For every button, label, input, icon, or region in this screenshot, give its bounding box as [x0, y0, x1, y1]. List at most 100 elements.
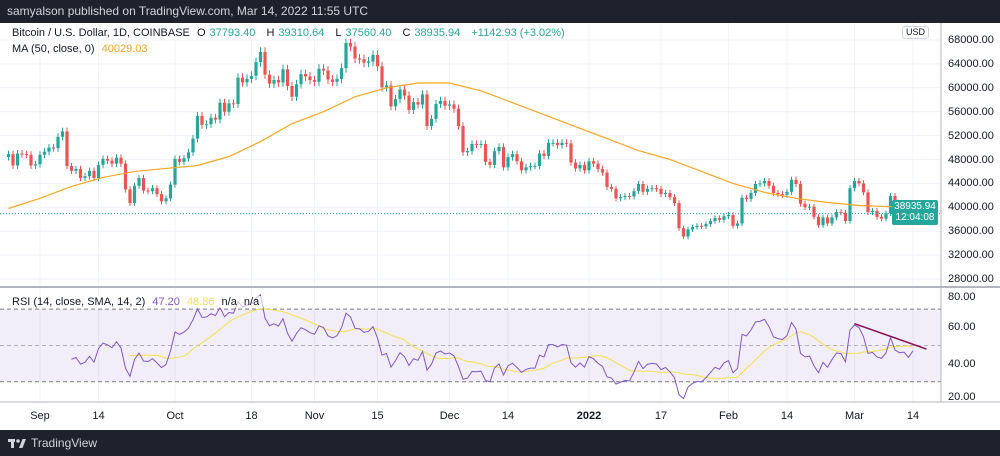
- candle-body: [695, 225, 699, 228]
- candle-body: [771, 185, 776, 193]
- candle-body: [159, 194, 164, 202]
- high-value: 39310.64: [278, 27, 325, 39]
- candle-body: [465, 151, 470, 153]
- candle-body: [686, 229, 690, 237]
- candle-body: [389, 85, 393, 107]
- candle-body: [506, 157, 510, 168]
- candle-body: [533, 166, 537, 168]
- candle-body: [308, 76, 312, 81]
- candle-body: [254, 62, 258, 76]
- price-tick-label: 28000.00: [948, 273, 994, 285]
- candle-body: [519, 161, 524, 171]
- candle-body: [492, 151, 497, 165]
- candle-body: [605, 172, 609, 187]
- candle-body: [456, 108, 461, 127]
- rsi-tick-label: 80.00: [948, 291, 976, 303]
- candle-body: [74, 169, 78, 171]
- candle-body: [749, 192, 753, 199]
- bar-countdown: 12:04:08: [895, 212, 935, 223]
- candle-body: [299, 74, 303, 85]
- candle-body: [830, 217, 834, 224]
- candle-body: [425, 94, 429, 127]
- candle-body: [110, 160, 114, 164]
- candle-body: [785, 191, 789, 195]
- candle-body: [263, 51, 267, 75]
- candle-body: [551, 142, 555, 144]
- candle-body: [663, 192, 668, 195]
- high-label: H: [266, 27, 275, 39]
- candle-body: [704, 224, 708, 227]
- time-tick-label: Feb: [719, 410, 738, 422]
- candle-body: [362, 59, 366, 63]
- publish-info-bar: samyalson published on TradingView.com, …: [0, 0, 1000, 23]
- candle-body: [618, 197, 623, 199]
- candle-body: [114, 157, 119, 164]
- candle-body: [672, 197, 677, 204]
- candle-body: [879, 216, 884, 219]
- price-tick-label: 32000.00: [948, 249, 994, 262]
- candle-body: [447, 104, 452, 106]
- candle-body: [776, 192, 780, 195]
- rsi-legend[interactable]: RSI (14, close, SMA, 14, 2) 47.20 48.86 …: [12, 296, 264, 308]
- candle-body: [483, 143, 488, 162]
- candle-body: [150, 188, 155, 192]
- candle-body: [164, 198, 168, 202]
- candle-body: [713, 218, 717, 222]
- candle-body: [285, 69, 290, 87]
- time-tick-label: Mar: [845, 410, 864, 422]
- candle-body: [276, 80, 281, 83]
- candle-body: [33, 164, 38, 166]
- candle-body: [722, 216, 726, 220]
- price-tick-label: 68000.00: [948, 34, 994, 46]
- footer-bar: TradingView: [0, 430, 1000, 456]
- symbol-name: Bitcoin / U.S. Dollar, 1D, COINBASE: [12, 27, 190, 39]
- candle-body: [339, 68, 344, 79]
- price-tick-label: 56000.00: [948, 105, 994, 118]
- candle-body: [591, 161, 596, 164]
- candle-body: [96, 164, 101, 179]
- candle-body: [596, 163, 600, 170]
- candle-body: [393, 99, 398, 107]
- candle-body: [321, 68, 326, 71]
- rsi-value: 47.20: [152, 296, 180, 308]
- candle-body: [555, 142, 560, 146]
- candle-body: [78, 169, 83, 179]
- footer-brand[interactable]: TradingView: [31, 436, 98, 450]
- candle-body: [699, 225, 704, 227]
- currency-button[interactable]: USD: [902, 26, 930, 39]
- candle-body: [330, 79, 335, 82]
- candle-body: [411, 102, 416, 110]
- candle-body: [402, 89, 407, 96]
- candle-body: [92, 170, 96, 179]
- candle-body: [767, 181, 771, 186]
- candle-body: [245, 78, 249, 83]
- candle-body: [884, 213, 888, 219]
- ma-legend[interactable]: MA (50, close, 0) 40029.03: [12, 43, 152, 55]
- candle-body: [267, 74, 272, 84]
- low-value: 37560.40: [345, 27, 392, 39]
- candle-body: [65, 131, 69, 167]
- close-value: 38935.94: [414, 27, 461, 39]
- time-tick-label: 15: [371, 410, 384, 422]
- candle-body: [708, 221, 713, 225]
- candle-body: [569, 143, 573, 163]
- candle-body: [213, 117, 218, 120]
- candle-body: [371, 54, 375, 62]
- price-tick-label: 48000.00: [948, 153, 994, 166]
- candle-body: [101, 158, 105, 165]
- price-tick-label: 52000.00: [948, 129, 994, 142]
- candle-body: [155, 188, 159, 195]
- candle-body: [290, 86, 294, 97]
- time-tick-label: 14: [906, 410, 920, 422]
- time-tick-label: 14: [92, 410, 105, 422]
- candle-body: [357, 58, 362, 60]
- candle-body: [60, 131, 65, 137]
- candle-body: [182, 158, 186, 162]
- candle-body: [38, 154, 42, 165]
- time-tick-label: Dec: [439, 410, 460, 422]
- rsi-tick-label: 20.00: [948, 390, 976, 403]
- rsi-tick-label: 60.00: [948, 321, 976, 334]
- candle-body: [812, 206, 816, 217]
- candle-body: [438, 100, 443, 104]
